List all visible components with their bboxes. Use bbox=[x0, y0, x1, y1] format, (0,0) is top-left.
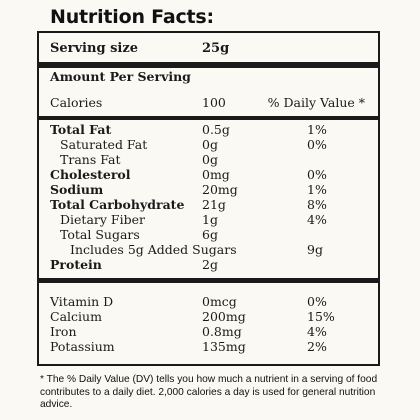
vitamin-amount: 0mcg bbox=[202, 294, 237, 309]
nutrient-dv: 0% bbox=[307, 137, 327, 152]
vitamin-amount: 200mg bbox=[202, 309, 246, 324]
nutrient-dv: 0% bbox=[307, 167, 327, 182]
nutrient-name: Dietary Fiber bbox=[60, 212, 145, 227]
serving-size-value: 25g bbox=[202, 41, 230, 56]
vitamin-dv: 4% bbox=[307, 324, 327, 339]
vitamin-dv: 2% bbox=[307, 339, 327, 354]
nutrient-dv: 9g bbox=[307, 242, 323, 257]
nutrient-name: Total Fat bbox=[50, 122, 112, 137]
medium-divider bbox=[39, 116, 378, 120]
nutrition-label: Serving size 25g Amount Per Serving Calo… bbox=[37, 31, 380, 366]
vitamin-name: Vitamin D bbox=[50, 294, 114, 309]
vitamin-name: Potassium bbox=[50, 339, 115, 354]
amount-per-serving-label: Amount Per Serving bbox=[50, 69, 191, 84]
calories-label: Calories bbox=[50, 95, 103, 110]
vitamin-dv: 0% bbox=[307, 294, 327, 309]
calories-value: 100 bbox=[202, 95, 226, 110]
nutrient-name: Total Carbohydrate bbox=[50, 197, 185, 212]
thick-divider bbox=[39, 278, 378, 283]
nutrient-name: Sodium bbox=[50, 182, 104, 197]
page-title: Nutrition Facts: bbox=[50, 6, 214, 28]
nutrient-name: Protein bbox=[50, 257, 102, 272]
nutrient-amount: 6g bbox=[202, 227, 218, 242]
nutrient-name: Saturated Fat bbox=[60, 137, 148, 152]
vitamin-amount: 135mg bbox=[202, 339, 246, 354]
nutrient-name: Includes 5g Added Sugars bbox=[70, 242, 237, 257]
vitamin-name: Calcium bbox=[50, 309, 102, 324]
serving-size-label: Serving size bbox=[50, 41, 138, 56]
nutrient-name: Total Sugars bbox=[60, 227, 140, 242]
vitamin-dv: 15% bbox=[307, 309, 335, 324]
vitamin-name: Iron bbox=[50, 324, 77, 339]
nutrient-amount: 0.5g bbox=[202, 122, 230, 137]
thick-divider bbox=[39, 62, 378, 68]
nutrient-amount: 2g bbox=[202, 257, 218, 272]
nutrient-dv: 4% bbox=[307, 212, 327, 227]
nutrient-amount: 21g bbox=[202, 197, 226, 212]
nutrient-amount: 20mg bbox=[202, 182, 238, 197]
nutrient-name: Trans Fat bbox=[60, 152, 121, 167]
nutrient-amount: 0g bbox=[202, 137, 218, 152]
nutrient-amount: 0mg bbox=[202, 167, 230, 182]
nutrient-dv: 8% bbox=[307, 197, 327, 212]
nutrient-amount: 0g bbox=[202, 152, 218, 167]
nutrient-dv: 1% bbox=[307, 122, 327, 137]
nutrient-amount: 1g bbox=[202, 212, 218, 227]
nutrient-dv: 1% bbox=[307, 182, 327, 197]
daily-value-footnote: * The % Daily Value (DV) tells you how m… bbox=[40, 374, 378, 410]
daily-value-header: % Daily Value * bbox=[267, 95, 365, 110]
nutrient-name: Cholesterol bbox=[50, 167, 131, 182]
vitamin-amount: 0.8mg bbox=[202, 324, 242, 339]
